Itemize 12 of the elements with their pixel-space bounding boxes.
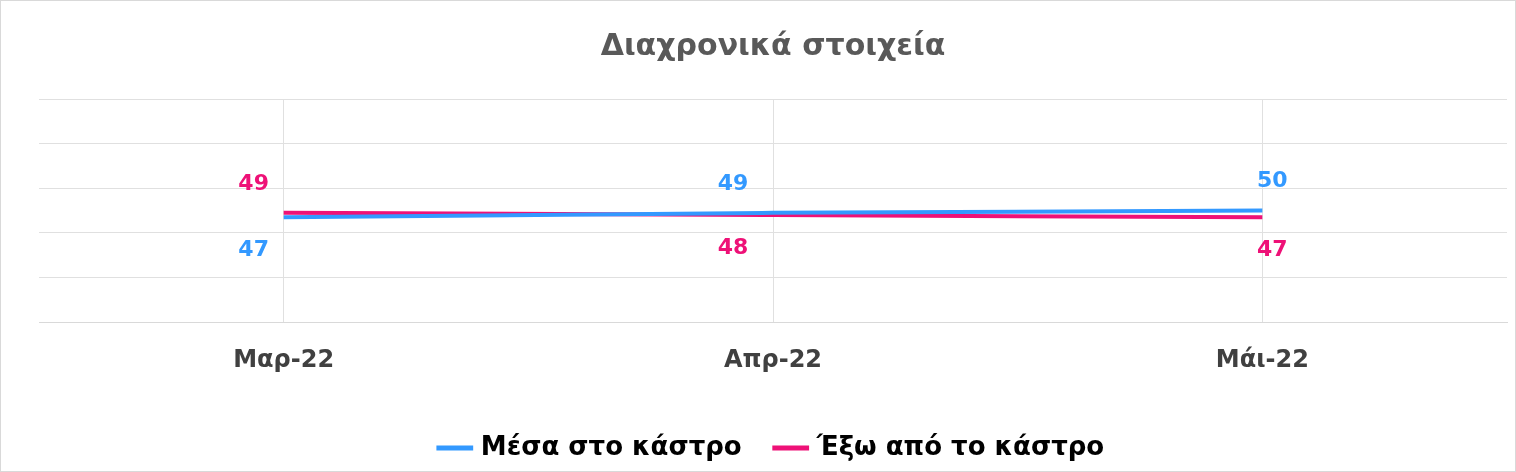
legend-label: Έξω από το κάστρο (815, 430, 1105, 461)
data-label: 49 (238, 169, 269, 195)
data-label: 48 (717, 233, 749, 259)
legend-label: Μέσα στο κάστρο (480, 430, 742, 461)
x-tick-label: Μαρ-22 (233, 344, 335, 373)
data-label: 50 (1257, 167, 1288, 193)
x-tick-label: Μάι-22 (1215, 344, 1309, 373)
chart-title: Διαχρονικά στοιχεία (600, 26, 946, 62)
data-label: 49 (717, 169, 749, 195)
data-label: 47 (1257, 236, 1288, 262)
data-label: 47 (238, 236, 269, 262)
x-tick-label: Απρ-22 (723, 344, 823, 373)
